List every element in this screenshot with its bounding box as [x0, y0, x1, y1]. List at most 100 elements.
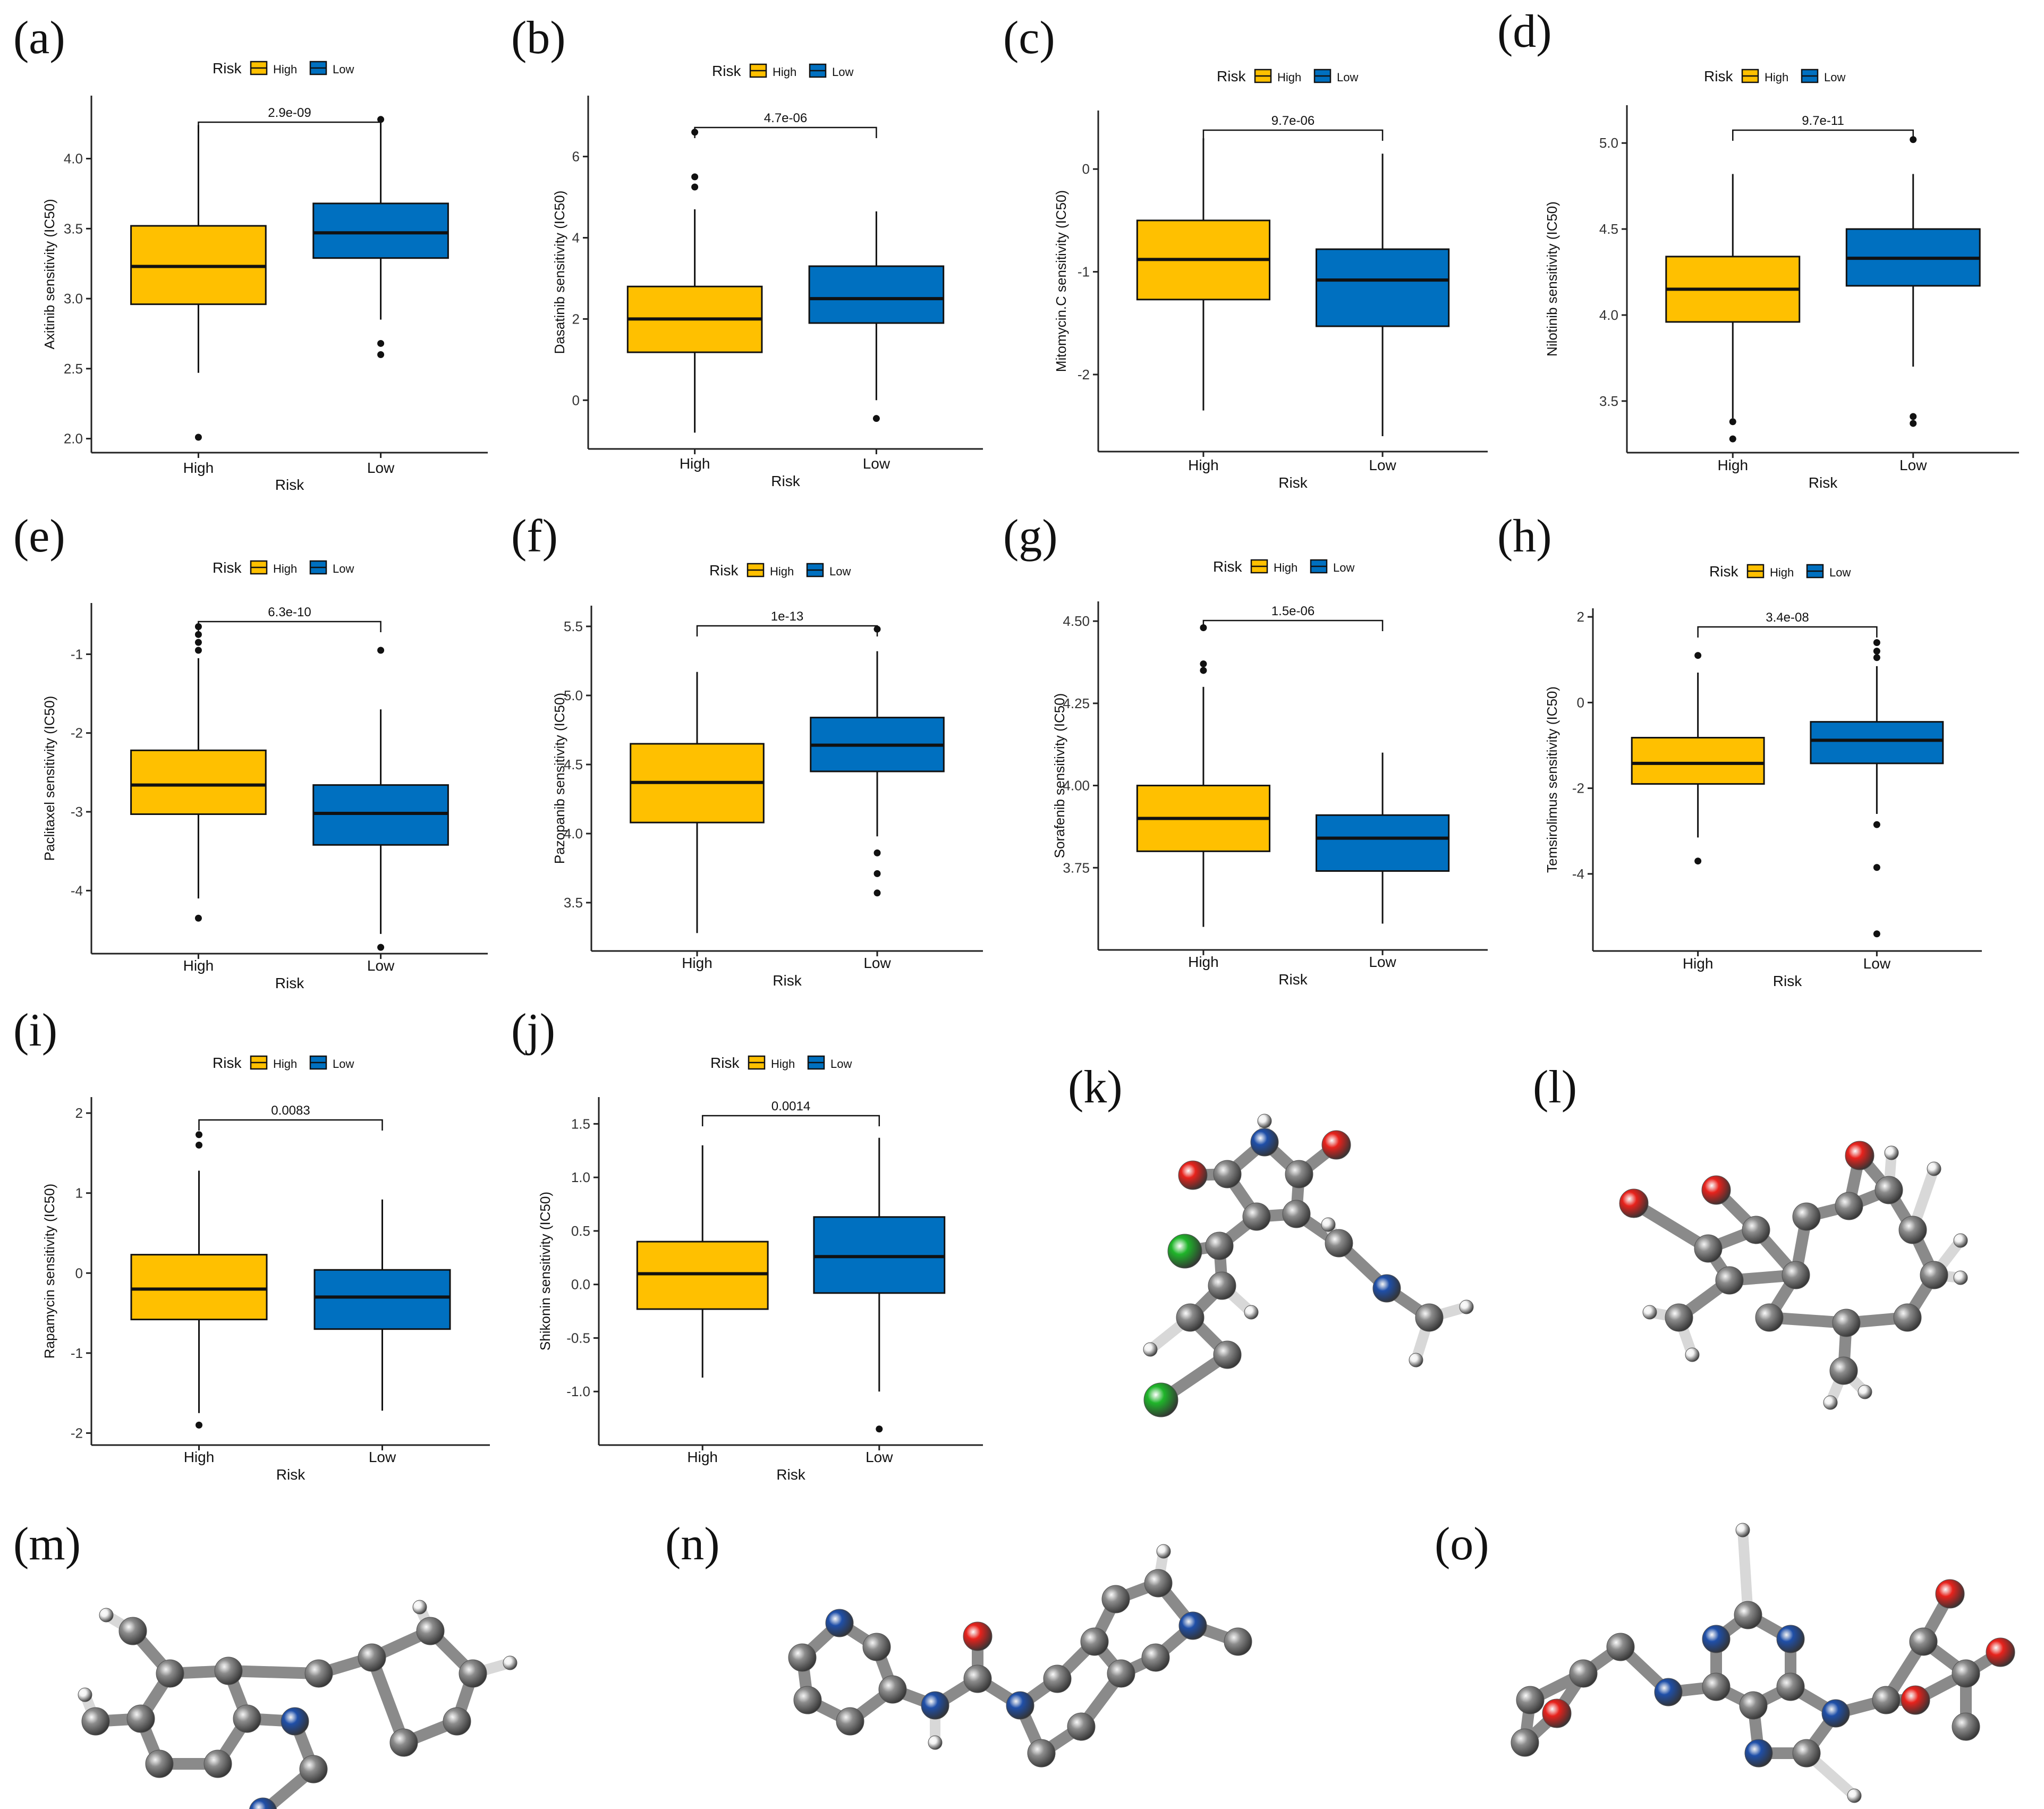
- panel-label: (l): [1533, 1061, 1577, 1113]
- y-tick-label: 3.5: [1599, 393, 1618, 409]
- y-tick-label: 5.0: [564, 687, 583, 703]
- box-iqr: [312, 202, 449, 259]
- legend-title: Risk: [213, 60, 242, 77]
- atom-c: [1144, 1569, 1173, 1598]
- legend: Risk High Low: [1217, 68, 1358, 84]
- atom-o: [1178, 1160, 1208, 1190]
- legend-label-low: Low: [1824, 71, 1845, 84]
- p-value: 0.0083: [271, 1103, 310, 1118]
- atom-o: [1901, 1685, 1930, 1715]
- box-low: [312, 647, 449, 951]
- atom-h: [1858, 1385, 1872, 1399]
- outlier-point: [876, 1425, 883, 1433]
- box-low: [1315, 752, 1450, 924]
- box-iqr: [808, 265, 945, 324]
- legend-label-high: High: [1770, 566, 1794, 579]
- panel-label: (j): [511, 1005, 555, 1056]
- legend: Risk High Low: [213, 559, 354, 576]
- box-low: [813, 1137, 946, 1433]
- atom-c: [1734, 1601, 1762, 1629]
- panel-label: (h): [1497, 511, 1552, 562]
- legend-title: Risk: [710, 1055, 740, 1071]
- chart-g: (g) Risk High Low 3.75 4.00 4.25 4.50 Sorafenib …: [1003, 511, 1488, 988]
- atom-h: [1953, 1233, 1968, 1248]
- atom-c: [203, 1749, 232, 1778]
- atom-c: [793, 1686, 822, 1714]
- atom-c: [126, 1704, 155, 1733]
- panel-label: (a): [13, 12, 65, 64]
- p-value: 0.0014: [771, 1099, 810, 1114]
- box-iqr: [636, 1241, 769, 1310]
- outlier-point: [194, 434, 202, 441]
- atom-h: [1823, 1395, 1838, 1410]
- atom-c: [1080, 1627, 1109, 1656]
- panel-label: (m): [13, 1518, 81, 1570]
- y-tick-label: 4.50: [1063, 613, 1090, 629]
- atom-c: [1875, 1176, 1903, 1204]
- panel-label: (i): [13, 1005, 57, 1056]
- atom-n: [1372, 1274, 1401, 1303]
- atom-c: [1208, 1271, 1236, 1300]
- box-iqr: [1315, 248, 1450, 327]
- x-axis-label: Risk: [773, 972, 802, 989]
- atom-h: [1884, 1145, 1899, 1160]
- atom-h: [1257, 1114, 1272, 1128]
- y-tick-label: 4.0: [1599, 307, 1618, 323]
- outlier-point: [377, 339, 385, 347]
- y-tick-label: 2.5: [64, 361, 83, 377]
- y-tick-label: 4.0: [564, 826, 583, 842]
- atom-c: [1325, 1229, 1353, 1258]
- outlier-point: [873, 889, 881, 897]
- x-tick-label: High: [1188, 457, 1219, 473]
- chart-b: (b) Risk High Low 0 2 4 6 Dasatinib sensitivity …: [511, 12, 983, 489]
- atom-n: [1821, 1699, 1850, 1728]
- x-tick-label: High: [1717, 457, 1748, 473]
- chart-c: (c) Risk High Low -2 -1 0 Mitomycin.C sensitivi…: [1003, 12, 1488, 491]
- outlier-point: [1910, 413, 1917, 420]
- atom-c: [214, 1657, 243, 1685]
- panel-label: (g): [1003, 511, 1058, 562]
- atom-o: [1986, 1637, 2015, 1667]
- significance-bracket: 9.7e-06: [1202, 114, 1384, 141]
- panel-label: (c): [1003, 12, 1055, 64]
- atom-c: [1920, 1261, 1948, 1289]
- atom-c: [1665, 1303, 1693, 1332]
- atom-n: [1776, 1625, 1805, 1653]
- legend-label-low: Low: [1829, 566, 1851, 579]
- x-tick-label: High: [1188, 954, 1219, 970]
- y-tick-label: 3.5: [564, 895, 583, 911]
- atom-h: [1143, 1342, 1158, 1357]
- y-tick-label: 1.0: [571, 1169, 590, 1185]
- atom-h: [1156, 1544, 1171, 1559]
- atom-n: [249, 1797, 277, 1809]
- p-value: 2.9e-09: [268, 106, 311, 120]
- box-high: [1665, 174, 1801, 443]
- y-axis-label: Dasatinib sensitivity (IC50): [552, 191, 567, 354]
- y-tick-label: -0.5: [566, 1330, 590, 1346]
- box-low: [808, 211, 945, 422]
- y-tick-label: -1: [71, 646, 83, 662]
- atom-c: [1872, 1686, 1901, 1714]
- chart-h: (h) Risk High Low -4 -2 0 2 Temsirolimus sensiti…: [1497, 511, 1982, 989]
- outlier-point: [873, 849, 881, 856]
- atom-c: [878, 1675, 907, 1704]
- bracket-line: [198, 1119, 383, 1131]
- atom-cl: [1143, 1382, 1178, 1417]
- y-tick-label: -3: [71, 804, 83, 820]
- x-axis-label: Risk: [275, 975, 304, 991]
- bracket-line: [198, 121, 381, 133]
- atom-cl: [1167, 1234, 1202, 1269]
- outlier-point: [194, 631, 202, 638]
- outlier-point: [1694, 652, 1702, 659]
- x-tick-label: Low: [367, 460, 395, 476]
- atom-c: [1242, 1202, 1271, 1231]
- y-tick-label: 3.75: [1063, 860, 1090, 876]
- molecule-l: (l): [1533, 1061, 1968, 1410]
- p-value: 6.3e-10: [268, 605, 311, 619]
- atom-c: [1715, 1266, 1744, 1295]
- significance-bracket: 0.0083: [198, 1103, 383, 1131]
- atom-c: [1832, 1309, 1861, 1337]
- outlier-point: [873, 870, 881, 877]
- x-axis-label: Risk: [1809, 474, 1838, 491]
